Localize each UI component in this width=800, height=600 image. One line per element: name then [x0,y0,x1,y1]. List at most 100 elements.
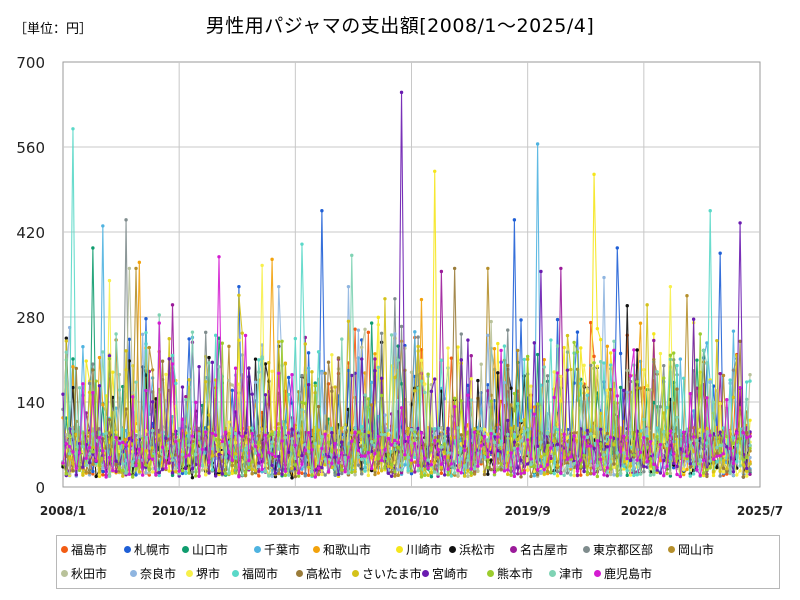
data-point [399,324,404,329]
data-point [522,357,527,362]
data-point [413,470,417,474]
data-point [97,470,102,474]
data-point [64,350,69,354]
data-point [81,473,85,477]
legend-marker [182,546,189,553]
data-point [263,362,268,366]
data-point [290,469,294,473]
data-point [725,445,729,449]
data-point [164,466,168,470]
data-point [77,386,82,390]
data-point [589,432,593,436]
data-point [715,465,719,470]
data-point [91,462,95,466]
data-point [731,395,736,400]
data-point [539,464,543,468]
data-point [194,474,198,478]
legend-marker [61,546,68,553]
data-point [748,455,752,460]
data-point [237,475,241,479]
data-point [579,396,583,400]
data-point [333,473,337,477]
data-point [260,470,264,474]
legend-item: 川崎市 [396,541,442,558]
data-point [628,458,633,463]
data-point [240,473,244,477]
data-point [632,453,636,457]
data-point [489,399,493,403]
data-point [512,391,517,396]
data-point [565,333,570,338]
data-point [695,358,699,362]
data-point [446,426,450,431]
data-point [509,463,513,467]
data-point [293,463,298,467]
data-point [555,427,560,432]
data-point [253,451,258,455]
data-point [419,431,424,435]
data-point [107,417,112,422]
data-point [469,467,473,471]
data-point [124,407,128,411]
data-point [555,474,560,478]
data-point [658,442,663,447]
data-point [217,365,221,369]
data-point [157,387,161,392]
data-point [675,415,679,420]
data-point [439,445,444,449]
data-point [715,451,719,456]
data-point [439,471,444,475]
data-point [273,471,278,475]
data-point [476,469,480,473]
data-point [373,352,377,356]
data-point [293,443,298,447]
data-point [419,379,424,383]
data-point [492,346,497,351]
data-point [270,452,274,456]
data-point [356,463,361,467]
data-point [512,435,517,439]
data-point [369,380,374,385]
data-point [320,435,324,439]
data-point [748,434,752,438]
data-point [645,437,649,441]
data-point [306,473,311,477]
data-point [87,460,92,465]
data-point [409,458,414,462]
data-point [718,401,722,406]
data-point [303,448,307,452]
data-point [466,474,470,479]
data-point [718,430,722,434]
data-point [300,467,304,471]
data-point [479,426,483,431]
data-point [589,363,593,368]
data-point [127,359,132,363]
data-point [725,434,729,439]
legend-marker [487,570,494,577]
data-point [569,367,573,372]
data-point [184,395,188,399]
data-point [227,420,231,424]
data-point [134,429,138,433]
data-point [489,432,493,436]
data-point [140,436,145,441]
data-point [452,266,457,271]
data-point [64,472,69,476]
data-point [300,408,304,412]
data-point [668,471,673,476]
data-point [167,357,171,361]
data-point [71,365,75,369]
data-point [592,434,596,438]
data-point [97,384,102,388]
data-point [658,471,663,475]
data-point [482,455,487,459]
data-point [562,432,566,437]
legend-label: 岡山市 [678,543,715,557]
data-point [190,470,195,474]
data-point [748,379,752,383]
data-point [705,396,709,400]
data-point [738,437,742,441]
data-point [287,450,291,454]
data-point [559,266,563,271]
x-tick-label: 2013/11 [268,504,322,518]
